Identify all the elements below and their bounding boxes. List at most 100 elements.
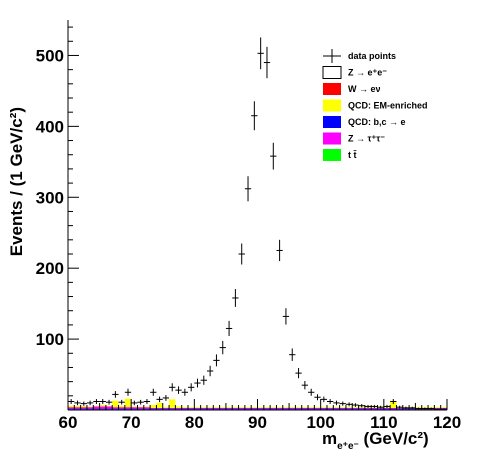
background-bin	[263, 407, 271, 408]
background-bin	[118, 405, 125, 408]
legend-swatch	[323, 99, 341, 112]
data-point	[282, 308, 290, 325]
x-tick-label: 80	[185, 413, 204, 432]
legend-swatch	[323, 132, 341, 145]
data-point	[320, 396, 327, 403]
legend-label: QCD: b,c → e	[348, 117, 406, 127]
data-point	[181, 388, 189, 396]
background-bin	[112, 408, 119, 410]
x-axis-title-sub: e⁺e⁻	[337, 441, 359, 452]
data-point	[213, 354, 220, 367]
background-bin	[131, 407, 138, 409]
background-bin	[156, 408, 163, 410]
data-point	[276, 239, 283, 262]
background-bin	[188, 408, 195, 410]
background-bin	[162, 408, 170, 410]
data-point	[162, 395, 170, 401]
background-bin	[428, 407, 435, 408]
background-bin	[326, 407, 334, 408]
data-point	[188, 383, 195, 392]
background-bin	[282, 408, 290, 410]
data-point	[131, 400, 138, 406]
background-bin	[80, 405, 87, 408]
background-bin	[124, 407, 132, 409]
background-bin	[200, 408, 207, 410]
background-bin	[320, 408, 327, 410]
x-tick-label: 100	[306, 413, 334, 432]
background-bin	[440, 407, 447, 408]
y-tick-label: 500	[36, 46, 64, 65]
background-bin	[238, 407, 245, 409]
background-bin	[364, 408, 372, 410]
data-point	[289, 348, 296, 361]
background-bin	[377, 408, 384, 410]
x-axis-title-main: m	[322, 429, 337, 448]
background-bin	[371, 407, 378, 409]
background-bin	[421, 407, 429, 408]
x-tick-label: 60	[59, 413, 78, 432]
background-bin	[181, 407, 189, 409]
legend-entry: W → eν	[323, 83, 381, 95]
legend-swatch	[323, 116, 341, 128]
background-bin	[358, 408, 365, 410]
background-bin	[169, 408, 176, 410]
legend-label: QCD: EM-enriched	[348, 101, 428, 111]
y-tick-label: 300	[36, 188, 64, 207]
background-bin	[150, 405, 157, 408]
background-bin	[345, 407, 353, 409]
data-point	[169, 383, 176, 392]
data-point	[143, 399, 151, 404]
legend: data points Z → e⁺e⁻ W → eν QCD: EM-enriche…	[322, 49, 428, 161]
y-tick-label: 100	[36, 330, 64, 349]
axes-layer: 60 70 80 90 100 110 120 100 200 300 400 500	[36, 20, 461, 432]
legend-label: Z → e⁺e⁻	[348, 68, 387, 78]
background-bin	[232, 407, 239, 409]
background-bin	[320, 407, 327, 408]
background-bin	[68, 407, 75, 409]
background-bin	[86, 406, 94, 408]
background-bin	[143, 406, 151, 408]
background-bin	[314, 407, 321, 409]
data-point	[270, 142, 277, 170]
background-bin	[270, 407, 277, 409]
background-bin	[276, 408, 283, 410]
background-bin	[105, 405, 113, 407]
background-bin	[162, 407, 170, 409]
data-point	[105, 399, 113, 405]
data-point	[339, 401, 346, 406]
background-bin	[200, 407, 207, 408]
data-point	[358, 404, 365, 408]
background-bin	[225, 408, 233, 410]
background-bin	[251, 407, 258, 409]
background-bin	[213, 407, 220, 409]
background-bin	[93, 406, 100, 409]
data-point	[251, 101, 258, 131]
data-point	[156, 396, 163, 403]
background-bin	[276, 407, 283, 409]
background-bin	[251, 407, 258, 408]
background-bin	[415, 407, 422, 408]
background-bin	[93, 405, 100, 407]
data-point	[124, 388, 132, 396]
data-point	[68, 399, 75, 404]
background-bin	[105, 406, 113, 409]
background-bin	[282, 407, 290, 409]
data-point	[295, 368, 302, 379]
background-bin	[80, 408, 87, 410]
background-bin	[301, 407, 309, 408]
data-point	[112, 391, 119, 398]
data-point	[301, 380, 309, 390]
background-bin	[244, 408, 252, 410]
legend-swatch	[322, 66, 342, 79]
background-bin	[206, 407, 214, 408]
background-bin	[80, 407, 87, 409]
background-bin	[169, 407, 176, 409]
background-bin	[99, 408, 106, 410]
background-bin	[118, 408, 125, 410]
background-bin	[326, 407, 334, 409]
background-bin	[364, 407, 372, 409]
background-bin	[74, 408, 81, 410]
background-bin	[282, 407, 290, 408]
